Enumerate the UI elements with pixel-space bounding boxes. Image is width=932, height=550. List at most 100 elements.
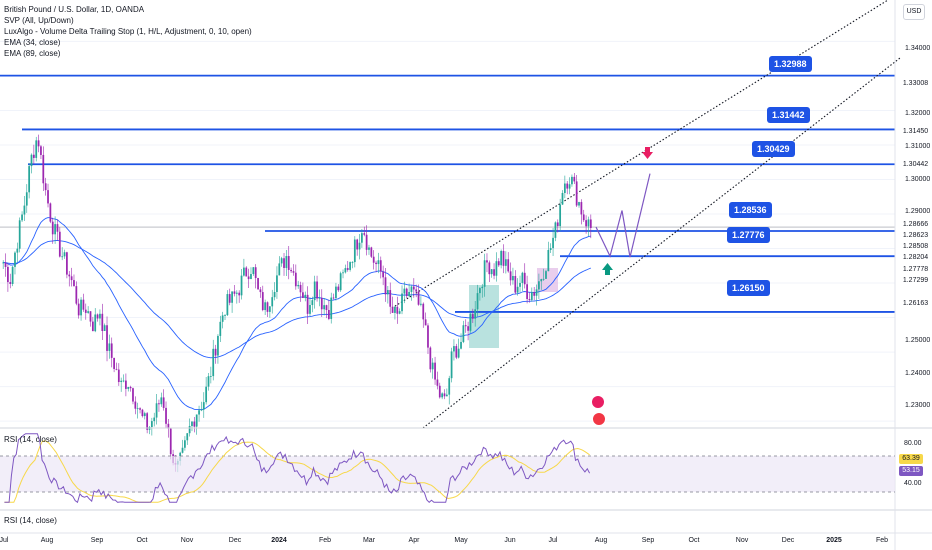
time-axis-label: Apr [408,537,420,544]
candle-body [365,234,368,250]
rsi-legend-bottom[interactable]: RSI (14, close) [4,516,57,525]
candle-body [89,311,92,322]
candle-body [424,319,427,326]
candle-body [549,248,552,250]
candle-body [530,292,533,300]
level-callout[interactable]: 1.27776 [727,227,770,243]
candle-body [335,286,337,298]
time-axis-label: Oct [688,537,700,544]
us-flag-icon[interactable] [592,412,606,426]
legend-ema34[interactable]: EMA (34, close) [4,38,61,47]
candle-body [195,414,198,427]
candle-body [450,351,453,379]
candle-body [188,425,191,434]
price-tag: 1.30442 [899,159,932,171]
candle-body [221,315,224,322]
legend-svp[interactable]: SVP (All, Up/Down) [4,16,74,25]
candle-body [516,286,519,293]
level-callout[interactable]: 1.31442 [767,107,810,123]
level-callout[interactable]: 1.32988 [769,56,812,72]
candle-body [401,293,403,312]
arrow-up-icon [602,263,613,275]
candle-body [252,267,255,275]
price-axis-tick: 1.34000 [905,45,931,52]
candle-body [276,275,278,292]
candle-body [235,292,238,294]
candle-body [514,275,517,293]
candle-body [87,311,90,313]
candle-body [327,310,330,319]
candle-body [238,292,241,296]
candle-body [16,248,19,253]
time-axis-label: Oct [136,537,148,544]
candle-body [589,219,592,228]
candle-body [35,140,38,158]
candle-body [129,386,132,389]
candle-body [504,259,507,266]
candle-body [361,233,363,243]
candle-body [363,233,366,235]
candle-body [110,343,113,358]
candle-body [476,293,479,310]
currency-button[interactable]: USD [903,4,925,20]
candle-body [75,286,78,304]
candle-body [297,284,300,287]
rsi-line [4,433,591,504]
candle-body [403,288,406,294]
candle-body [254,267,257,279]
candle-body [160,397,163,405]
candle-body [155,403,158,418]
candle-body [356,239,359,250]
candle-body [283,258,285,268]
time-axis-label: Jun [504,537,516,544]
candle-body [320,297,323,310]
time-axis-label: Jul [548,537,558,544]
candle-body [158,403,160,405]
candle-body [436,379,439,386]
candle-body [219,321,222,336]
candle-body [198,410,200,415]
level-callout[interactable]: 1.30429 [752,141,795,157]
candle-body [429,347,432,370]
candle-body [337,286,340,291]
candle-body [9,282,12,284]
news-flag-icon[interactable] [592,396,604,408]
legend-luxalgo[interactable]: LuxAlgo - Volume Delta Trailing Stop (1,… [4,27,252,36]
candle-body [587,219,590,227]
candle-body [139,408,141,410]
candle-body [113,357,115,369]
candle-body [115,368,118,370]
price-tag: 1.28204 [899,252,932,264]
legend-symbol-title[interactable]: British Pound / U.S. Dollar, 1D, OANDA [4,5,145,14]
time-axis-label: May [454,537,468,544]
candle-body [228,294,231,303]
candle-body [339,273,342,291]
level-callout[interactable]: 1.26150 [727,280,770,296]
candle-body [535,289,538,296]
candle-body [372,256,375,263]
candle-body [410,286,413,292]
candle-body [91,321,94,332]
candle-body [471,314,474,319]
candle-body [181,447,184,453]
legend-ema89[interactable]: EMA (89, close) [4,49,61,58]
candle-body [382,271,385,278]
level-callout[interactable]: 1.28536 [729,202,772,218]
candle-body [61,256,64,258]
candle-body [73,280,75,287]
candle-body [96,314,99,319]
candle-body [101,313,104,331]
candle-body [302,292,304,299]
price-axis-tick: 1.29000 [905,208,931,215]
candle-body [299,284,302,293]
candle-body [153,417,156,422]
candle-body [231,291,233,303]
rsi-legend-top[interactable]: RSI (14, close) [4,435,57,444]
candle-body [379,260,382,272]
candle-body [556,222,559,227]
candle-body [474,309,477,319]
candle-body [259,289,262,293]
price-axis-tick: 1.24000 [905,370,931,377]
candle-body [273,291,276,298]
